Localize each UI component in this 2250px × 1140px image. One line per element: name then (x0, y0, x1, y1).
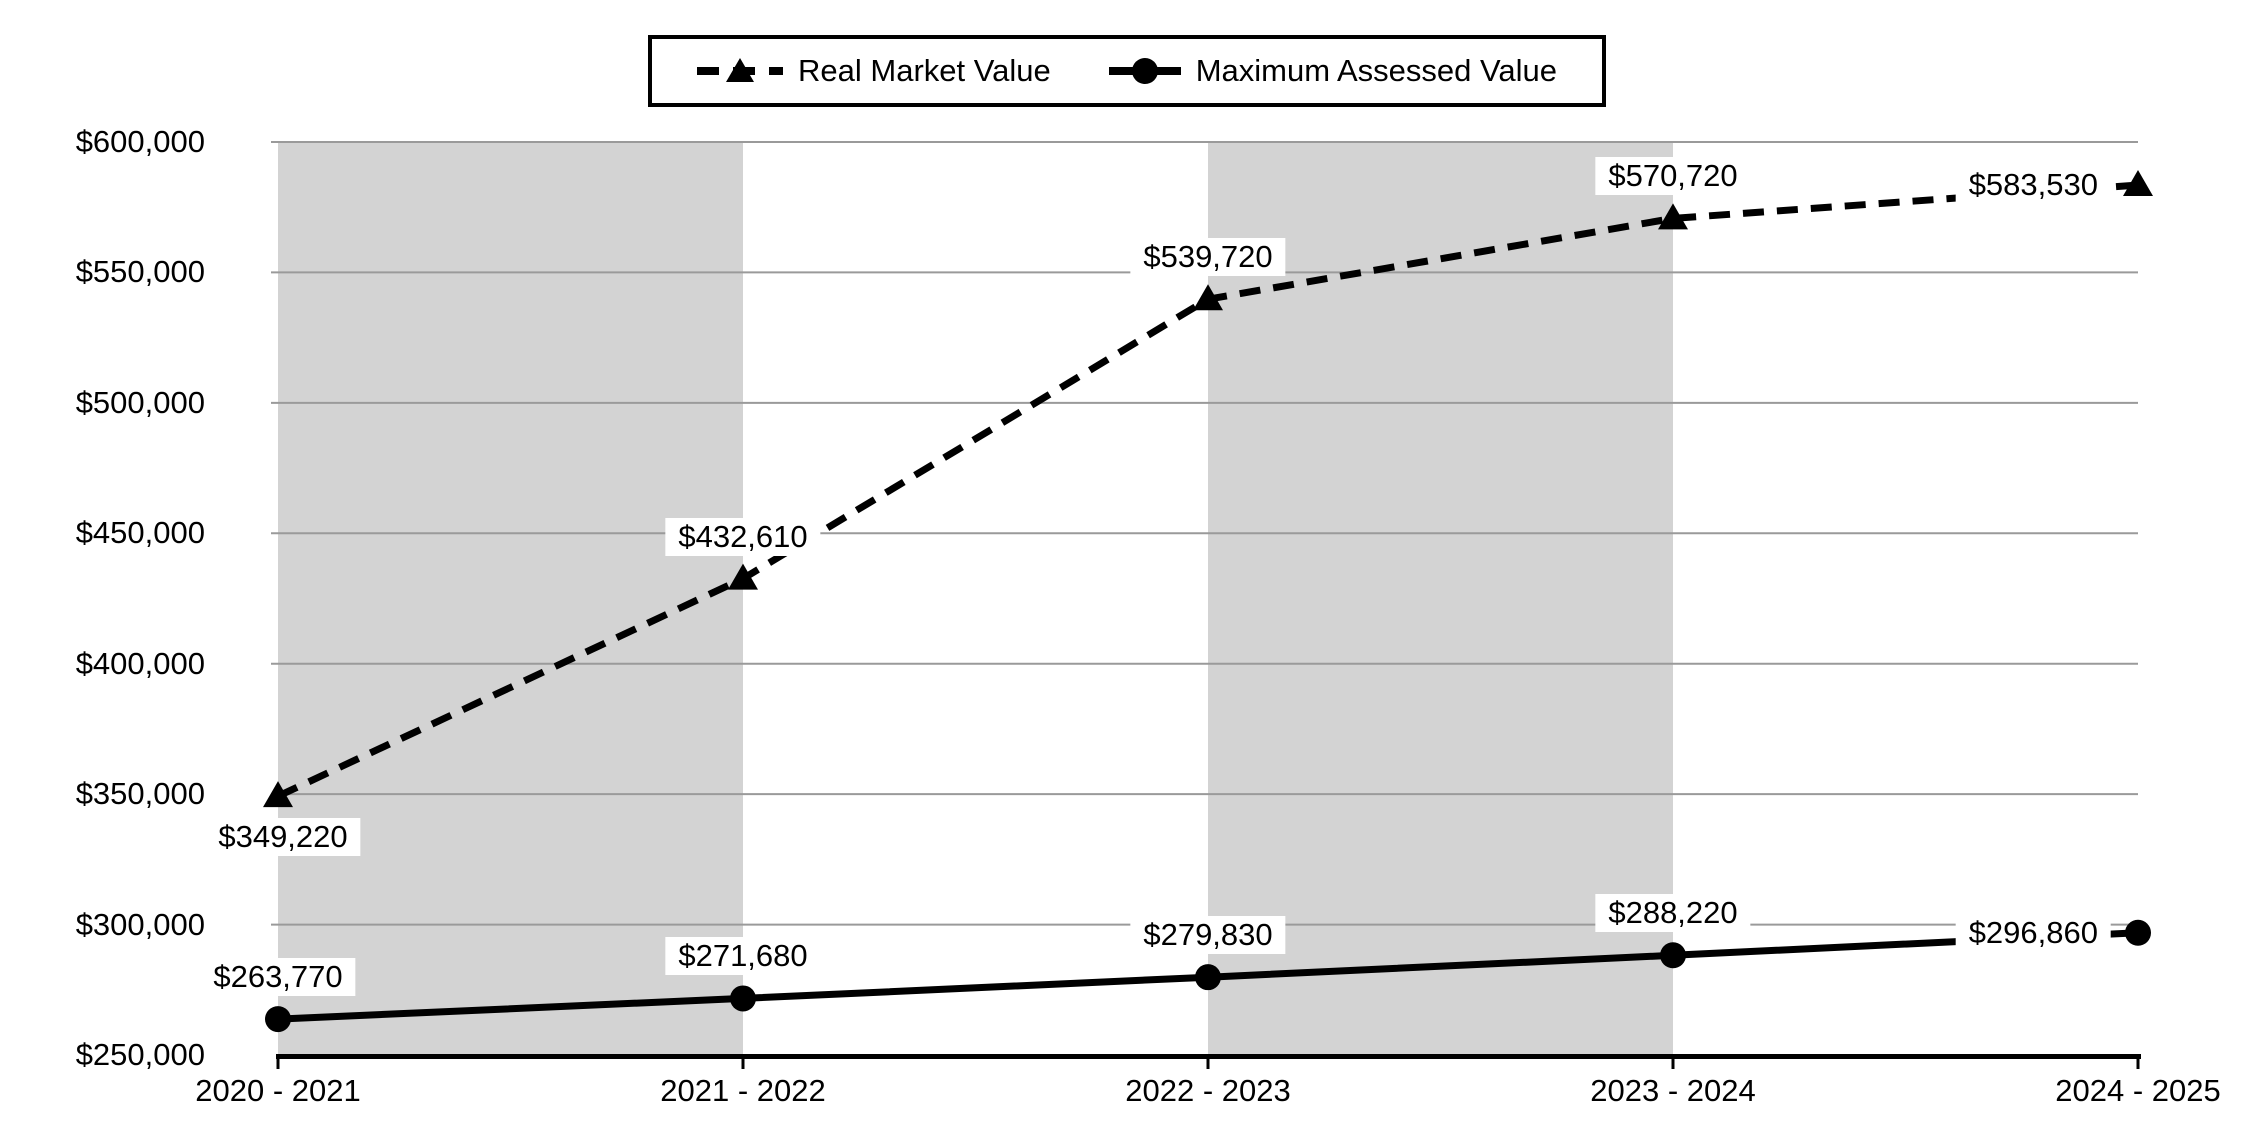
data-label: $271,680 (665, 937, 821, 976)
data-label: $583,530 (1955, 165, 2111, 204)
legend: Real Market Value Maximum Assessed Value (648, 35, 1606, 107)
data-label: $570,720 (1595, 157, 1751, 196)
triangle-marker (263, 781, 293, 808)
x-axis-tick-label: 2020 - 2021 (195, 1073, 361, 1108)
circle-marker (265, 1006, 291, 1033)
triangle-marker (728, 563, 758, 590)
y-axis-tick-label: $350,000 (75, 776, 205, 812)
legend-item-real-market-value: Real Market Value (697, 53, 1051, 89)
triangle-marker (1658, 203, 1688, 230)
x-axis-tick (2136, 1055, 2140, 1069)
shaded-year-band (278, 142, 743, 1055)
circle-marker (2125, 919, 2151, 946)
circle-marker (730, 985, 756, 1012)
circle-marker (1660, 942, 1686, 969)
y-axis-tick-label: $300,000 (75, 906, 205, 942)
x-axis-tick-label: 2024 - 2025 (2055, 1073, 2221, 1108)
circle-marker (1195, 964, 1221, 991)
x-axis-tick-label: 2022 - 2023 (1125, 1073, 1291, 1108)
triangle-marker (1193, 284, 1223, 311)
triangle-marker (2123, 169, 2153, 196)
x-axis-tick (1206, 1055, 1210, 1069)
y-axis-tick-label: $400,000 (75, 645, 205, 681)
x-axis-tick (276, 1055, 280, 1069)
y-axis-tick-label: $450,000 (75, 515, 205, 551)
legend-item-maximum-assessed-value: Maximum Assessed Value (1108, 53, 1557, 89)
data-label: $349,220 (205, 818, 361, 857)
data-label: $432,610 (665, 517, 821, 556)
data-label: $263,770 (200, 958, 356, 997)
y-axis-tick-label: $500,000 (75, 384, 205, 420)
x-axis-tick-label: 2021 - 2022 (660, 1073, 826, 1108)
legend-label-maximum-assessed-value: Maximum Assessed Value (1195, 53, 1557, 88)
y-axis-tick-label: $250,000 (75, 1037, 205, 1072)
data-label: $296,860 (1955, 913, 2111, 952)
solid-line-circle-marker-icon (1108, 58, 1181, 84)
legend-label-real-market-value: Real Market Value (798, 53, 1051, 88)
y-axis-tick-label: $600,000 (75, 124, 205, 159)
data-label: $288,220 (1595, 894, 1751, 933)
x-axis-tick-label: 2023 - 2024 (1590, 1073, 1756, 1108)
x-axis-tick (741, 1055, 745, 1069)
data-label: $539,720 (1130, 238, 1286, 277)
y-axis-tick-label: $550,000 (75, 254, 205, 290)
data-label: $279,830 (1130, 916, 1286, 955)
x-axis-tick (1671, 1055, 1675, 1069)
dashed-line-triangle-marker-icon (697, 58, 784, 82)
